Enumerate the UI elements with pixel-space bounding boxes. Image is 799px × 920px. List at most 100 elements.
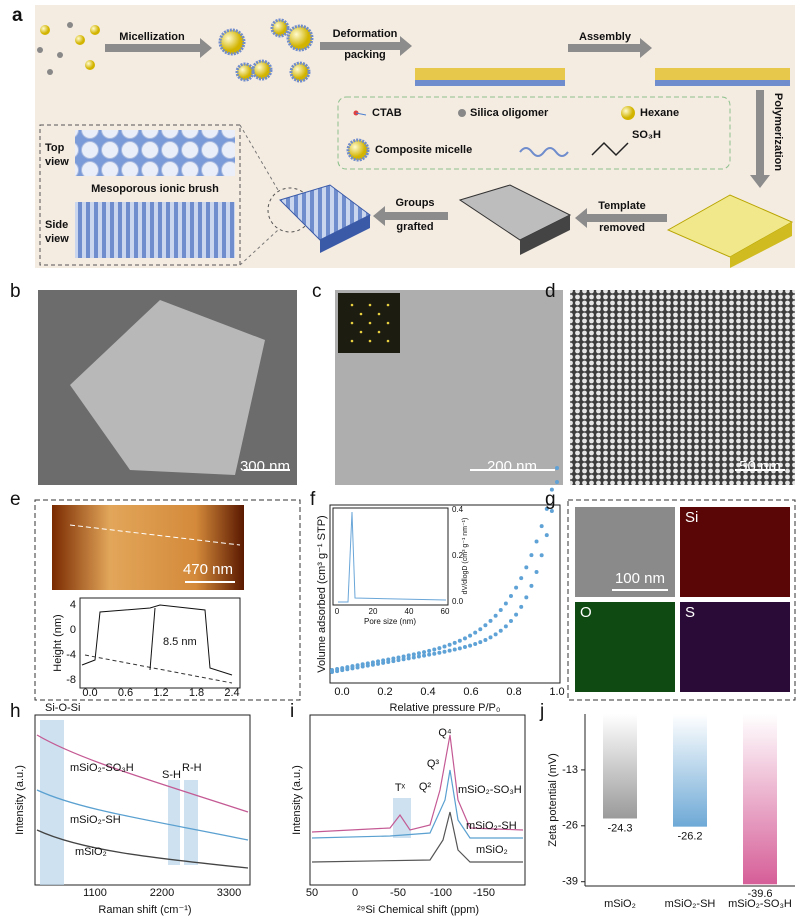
label: j [539,701,544,722]
map-si [680,507,790,597]
label: dV/dlogD (cm³ g⁻¹ nm⁻¹) [462,518,469,595]
isotherm-point [519,576,524,581]
tick-label: 0.4 [452,505,464,514]
tick-label: 2.4 [224,687,239,699]
highlight [168,780,180,865]
isotherm-point [462,645,467,650]
fft-spot [386,321,390,325]
isotherm-point [416,654,421,659]
isotherm-point [493,613,498,618]
tick-label: 0.4 [420,686,435,698]
inset-frame [332,507,449,606]
bar [673,714,707,827]
isotherm-point [473,641,478,646]
side-view [75,202,235,258]
label: 470 nm [183,561,233,578]
spectrum [36,734,249,813]
isotherm-point [529,553,534,558]
label: Deformation [333,28,398,40]
layer [415,80,565,86]
isotherm-point [345,665,350,670]
fft-spot [377,330,381,334]
chain-icon [519,147,569,157]
isotherm-point [370,660,375,665]
isotherm-point [330,668,334,672]
fft-spot [368,339,372,343]
fft-spot [359,330,363,334]
map-o [575,602,675,692]
isotherm-point [473,630,478,635]
label: S-H [162,769,181,781]
isotherm-point [462,636,467,641]
label: Relative pressure P/P₀ [390,702,501,714]
block [730,222,792,268]
tick-label: 0.2 [452,551,464,560]
isotherm-point [416,651,421,656]
isotherm-point [365,661,370,666]
isotherm-point [447,648,452,653]
label: Assembly [579,31,632,43]
fft-spot [368,303,372,307]
tick-label: 20 [369,607,378,616]
label: Si-O-Si [45,702,80,714]
isotherm-point [452,640,457,645]
isotherm-point [539,553,544,558]
label: O [580,604,592,621]
isotherm-point [432,651,437,656]
label: mSiO₂-SH [70,814,121,826]
layer [655,68,790,80]
isotherm-point [335,667,340,672]
y-tick-label: -39 [562,876,578,888]
tick-label: 0 [70,624,76,636]
tick-label: 3300 [217,887,241,899]
y-tick-label: -13 [562,764,578,776]
isotherm-point [544,533,549,538]
arrow [373,206,448,226]
label: Template [598,200,645,212]
label: Top [45,142,65,154]
label: Mesoporous ionic brush [91,183,219,195]
g [218,18,314,83]
plot-frame [329,504,561,684]
label: h [10,701,21,722]
isotherm-point [447,642,452,647]
micelle [270,18,290,38]
label: CTAB [372,107,402,119]
micelle [251,59,273,81]
label: 200 nm [487,458,537,475]
silica-icon [458,109,466,117]
value-label: -39.6 [747,888,772,900]
label: Zeta potential (mV) [547,753,559,847]
panel-box [567,499,796,701]
tick-label: 4 [70,599,76,611]
tick-label: -150 [473,887,495,899]
tem-image [570,290,795,485]
tick-label: -100 [430,887,452,899]
tick-label: 1.0 [549,686,564,698]
isotherm-point [437,646,442,651]
silica-dot [57,52,63,58]
label: packing [344,49,386,61]
arrow [750,90,770,188]
x-tick-label: mSiO₂-SH [665,898,716,910]
silica-dot [47,69,53,75]
g: 1100 2200 3300 [83,887,241,899]
isotherm-point [422,650,427,655]
g [330,466,559,674]
isotherm-point [555,480,559,484]
tick-label: 1100 [83,887,107,899]
tick-label: 0 [352,887,358,899]
isotherm-point [514,585,519,590]
fft-spot [368,321,372,325]
layer [655,80,790,86]
label: Intensity (a.u.) [291,765,303,835]
tick-label: 0.8 [506,686,521,698]
isotherm-point [427,648,432,653]
isotherm-point [524,565,529,570]
isotherm-point [442,649,447,654]
tick-label: -4 [66,649,76,661]
isotherm-point [381,658,386,663]
isotherm-point [411,655,416,660]
label: Q² [419,781,432,793]
